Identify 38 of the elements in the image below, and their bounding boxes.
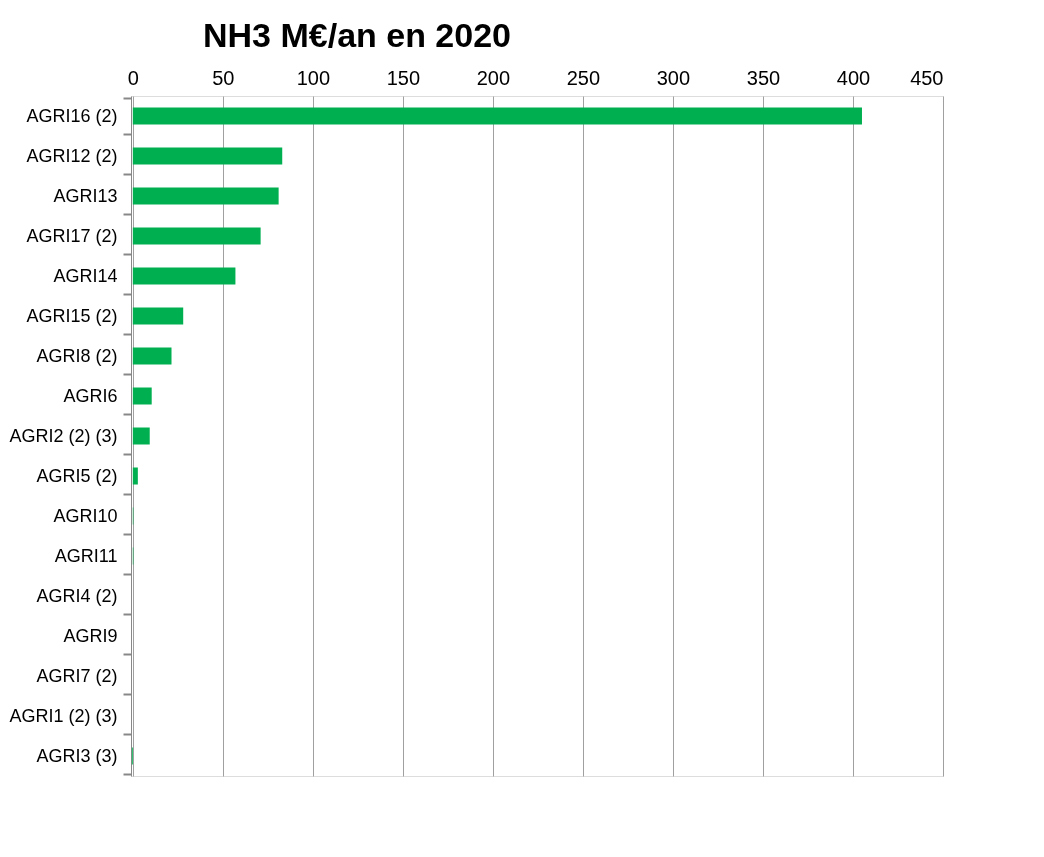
y-tick-label: AGRI15 (2) [26,305,118,326]
bar [132,107,862,125]
bar [132,147,283,165]
x-tick-label: 350 [746,66,781,89]
y-tick-label: AGRI11 [54,545,118,566]
bar [132,307,184,325]
bar [132,267,236,285]
y-tick-label: AGRI1 (2) (3) [9,705,118,726]
y-tick-label: AGRI17 (2) [26,225,118,246]
y-tick-label: AGRI16 (2) [26,105,118,126]
y-tick-label: AGRI10 [53,505,118,526]
y-tick-label: AGRI6 [63,385,118,406]
y-tick-label: AGRI3 (3) [36,745,118,766]
y-tick-label: AGRI7 (2) [36,665,118,686]
x-tick-label: 250 [566,66,601,89]
y-tick-label: AGRI8 (2) [36,345,118,366]
x-tick-label: 300 [656,66,691,89]
y-tick-label: AGRI13 [53,185,118,206]
x-tick-label: 0 [127,66,139,89]
x-tick-label: 400 [836,66,871,89]
bar [132,187,279,205]
x-tick-label: 450 [910,66,944,89]
y-tick-label: AGRI5 (2) [36,465,118,486]
bar [132,427,150,445]
x-tick-label: 200 [476,66,511,89]
y-tick-label: AGRI9 [63,625,118,646]
y-tick-label: AGRI4 (2) [36,585,118,606]
x-tick-label: 100 [296,66,331,89]
bar [132,467,138,485]
bar [132,387,152,405]
x-tick-label: 150 [386,66,421,89]
chart-title: NH3 M€/an en 2020 [202,16,512,54]
bar [132,347,172,365]
x-tick-label: 50 [212,66,235,89]
y-tick-label: AGRI12 (2) [26,145,118,166]
y-tick-label: AGRI2 (2) (3) [9,425,118,446]
bar [132,227,261,245]
y-tick-label: AGRI14 [53,265,118,286]
